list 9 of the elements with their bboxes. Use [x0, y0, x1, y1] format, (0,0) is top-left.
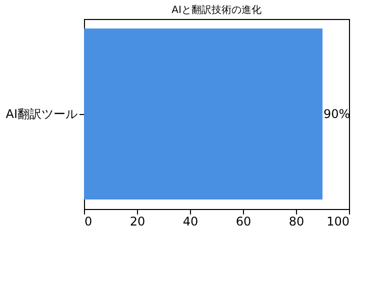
x-tick-label: 60 [236, 214, 252, 228]
chart-title: AIと翻訳技術の進化 [172, 4, 262, 16]
x-tick-label: 20 [130, 214, 146, 228]
x-tick-label: 40 [182, 214, 198, 228]
x-tick-label: 100 [326, 214, 350, 228]
data-label: 90% [324, 107, 350, 121]
y-tick-label: AI翻訳ツール [6, 107, 78, 121]
x-tick-label: 0 [84, 214, 92, 228]
x-tick-label: 80 [288, 214, 304, 228]
